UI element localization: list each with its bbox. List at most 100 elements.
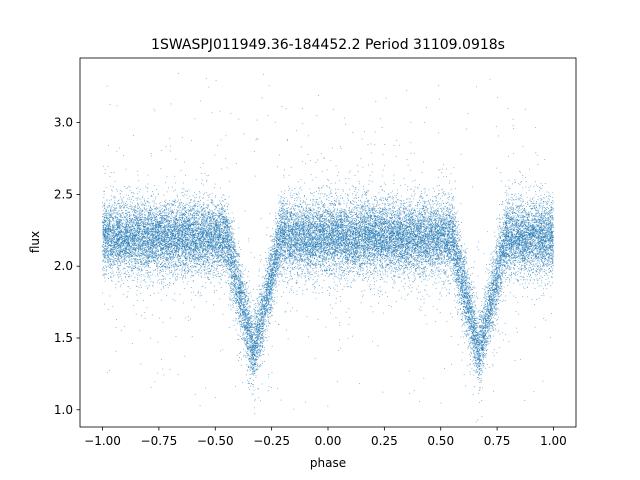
scatter-point — [203, 163, 204, 164]
scatter-point — [276, 266, 277, 267]
scatter-point — [301, 179, 302, 180]
scatter-point — [489, 330, 490, 331]
scatter-point — [484, 330, 485, 331]
scatter-point — [107, 86, 108, 87]
scatter-point — [308, 212, 309, 213]
scatter-point — [491, 311, 492, 312]
scatter-point — [286, 270, 287, 271]
scatter-point — [235, 312, 236, 313]
scatter-point — [413, 215, 414, 216]
scatter-point — [534, 217, 535, 218]
scatter-point — [437, 261, 438, 262]
scatter-point — [183, 206, 184, 207]
scatter-point — [513, 261, 514, 262]
scatter-point — [380, 216, 381, 217]
scatter-point — [111, 172, 112, 173]
scatter-point — [236, 313, 237, 314]
scatter-point — [508, 263, 509, 264]
scatter-point — [275, 280, 276, 281]
scatter-point — [382, 271, 383, 272]
scatter-point — [336, 317, 337, 318]
scatter-point — [164, 222, 165, 223]
scatter-point — [272, 240, 273, 241]
scatter-point — [337, 246, 338, 247]
scatter-point — [117, 250, 118, 251]
scatter-point — [141, 258, 142, 259]
scatter-point — [320, 267, 321, 268]
scatter-point — [439, 218, 440, 219]
scatter-point — [415, 255, 416, 256]
scatter-point — [151, 258, 152, 259]
scatter-point — [259, 289, 260, 290]
scatter-point — [397, 254, 398, 255]
scatter-point — [158, 293, 159, 294]
scatter-point — [378, 255, 379, 256]
scatter-point — [485, 331, 486, 332]
scatter-point — [154, 263, 155, 264]
scatter-point — [406, 214, 407, 215]
scatter-point — [513, 247, 514, 248]
scatter-point — [138, 175, 139, 176]
scatter-point — [214, 210, 215, 211]
scatter-point — [352, 200, 353, 201]
scatter-point — [475, 325, 476, 326]
scatter-point — [494, 315, 495, 316]
scatter-point — [105, 281, 106, 282]
scatter-point — [250, 386, 251, 387]
scatter-point — [284, 252, 285, 253]
scatter-point — [529, 276, 530, 277]
scatter-point — [389, 305, 390, 306]
scatter-point — [382, 249, 383, 250]
scatter-point — [163, 249, 164, 250]
scatter-point — [451, 220, 452, 221]
scatter-point — [228, 304, 229, 305]
scatter-point — [334, 273, 335, 274]
scatter-point — [523, 201, 524, 202]
scatter-point — [432, 218, 433, 219]
scatter-point — [109, 236, 110, 237]
scatter-point — [187, 284, 188, 285]
scatter-point — [180, 232, 181, 233]
scatter-point — [449, 205, 450, 206]
scatter-point — [225, 242, 226, 243]
scatter-point — [485, 339, 486, 340]
scatter-point — [491, 326, 492, 327]
scatter-point — [225, 220, 226, 221]
scatter-point — [534, 240, 535, 241]
scatter-point — [404, 214, 405, 215]
scatter-point — [302, 269, 303, 270]
scatter-point — [309, 242, 310, 243]
scatter-point — [309, 263, 310, 264]
scatter-point — [487, 293, 488, 294]
scatter-point — [497, 218, 498, 219]
scatter-point — [296, 130, 297, 131]
scatter-point — [170, 234, 171, 235]
scatter-point — [226, 268, 227, 269]
scatter-point — [461, 262, 462, 263]
scatter-point — [205, 211, 206, 212]
scatter-point — [413, 274, 414, 275]
scatter-point — [331, 221, 332, 222]
scatter-point — [333, 220, 334, 221]
scatter-point — [476, 308, 477, 309]
scatter-point — [258, 297, 259, 298]
scatter-point — [218, 276, 219, 277]
scatter-point — [461, 237, 462, 238]
scatter-point — [365, 261, 366, 262]
scatter-point — [327, 179, 328, 180]
scatter-point — [314, 268, 315, 269]
scatter-point — [154, 202, 155, 203]
scatter-point — [160, 207, 161, 208]
scatter-point — [340, 213, 341, 214]
scatter-point — [412, 242, 413, 243]
scatter-point — [109, 261, 110, 262]
scatter-point — [256, 336, 257, 337]
scatter-point — [304, 276, 305, 277]
scatter-point — [487, 318, 488, 319]
scatter-point — [261, 259, 262, 260]
scatter-point — [400, 221, 401, 222]
scatter-point — [361, 215, 362, 216]
scatter-point — [335, 239, 336, 240]
scatter-point — [377, 202, 378, 203]
scatter-point — [369, 270, 370, 271]
